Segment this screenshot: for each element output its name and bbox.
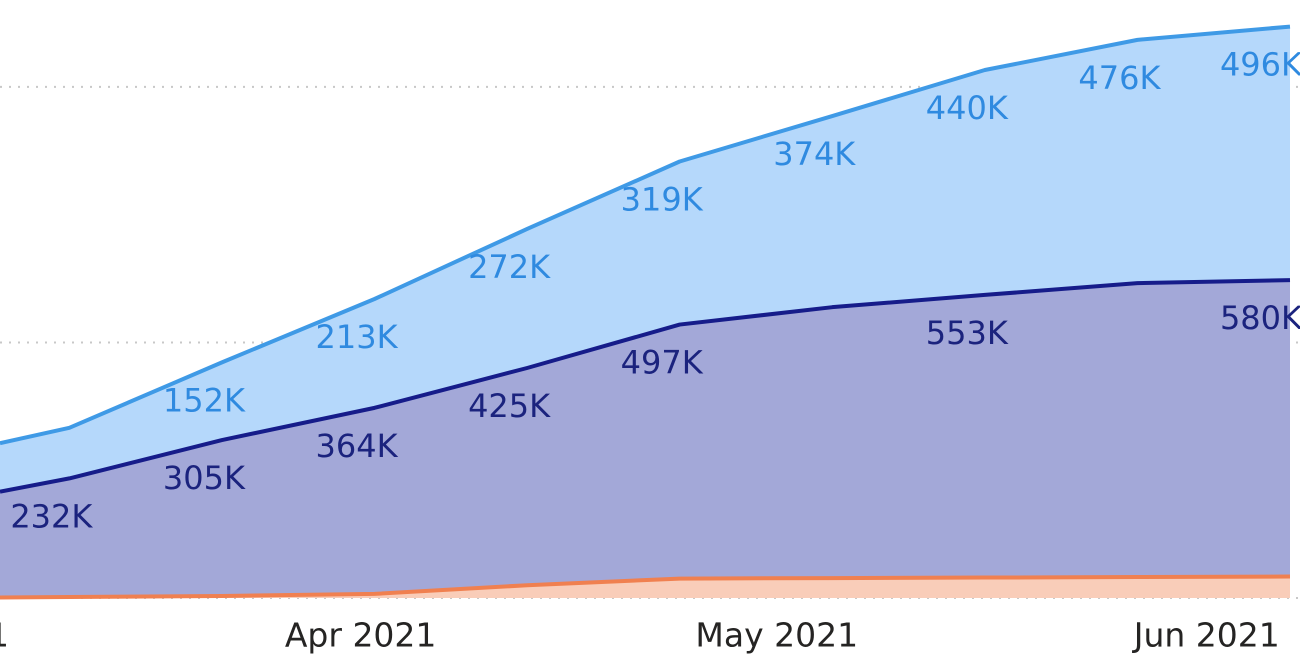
area <box>0 26 1290 492</box>
area <box>0 576 1290 598</box>
data-label: 364K <box>315 427 398 465</box>
data-label: 213K <box>315 318 398 356</box>
line <box>0 278 1291 494</box>
data-label: 425K <box>468 387 551 425</box>
x-tick-label: Mar 2021 <box>0 616 9 655</box>
x-tick-label: May 2021 <box>695 616 858 655</box>
data-label: 152K <box>163 381 246 419</box>
data-label: 496K <box>1220 46 1300 84</box>
x-tick-label: Apr 2021 <box>285 616 437 655</box>
data-label: 305K <box>163 459 246 497</box>
data-label: 374K <box>773 135 856 173</box>
data-label: 476K <box>1078 59 1161 97</box>
line <box>0 24 1291 446</box>
data-label: 272K <box>468 248 551 286</box>
line <box>0 574 1291 600</box>
data-label: 553K <box>926 314 1009 352</box>
data-label: 497K <box>621 344 704 382</box>
data-label: 319K <box>621 181 704 219</box>
area <box>0 280 1290 598</box>
x-tick-label: Jun 2021 <box>1132 616 1280 655</box>
data-label: 440K <box>926 89 1009 127</box>
data-label: 232K <box>10 497 93 535</box>
data-label: 580K <box>1220 299 1300 337</box>
